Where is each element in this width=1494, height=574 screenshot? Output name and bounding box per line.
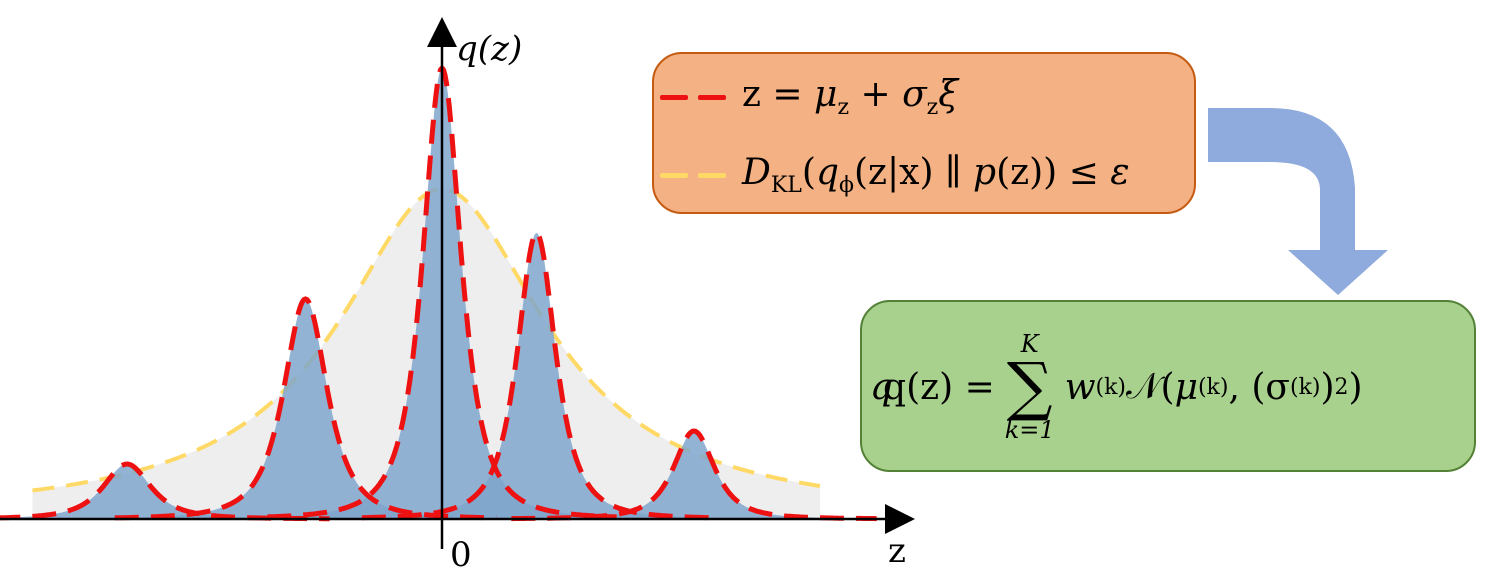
- legend-row-kl: DKL(qϕ(z|x) ∥ p(z)) ≤ ε: [660, 140, 1130, 210]
- reparam-equation: z = μz + σzξ: [742, 73, 959, 121]
- component-curve-5: [511, 428, 877, 522]
- yellow-dash-legend-icon: [660, 172, 726, 178]
- origin-label: 0: [450, 535, 472, 574]
- red-dash-legend-icon: [660, 94, 726, 100]
- component-fill-5: [511, 431, 877, 519]
- component-fill-4: [361, 233, 712, 519]
- kl-constraint-equation: DKL(qϕ(z|x) ∥ p(z)) ≤ ε: [742, 151, 1130, 199]
- mixture-equation-box: [860, 300, 1476, 472]
- component-curve-4: [361, 229, 712, 521]
- x-axis-label: z: [888, 531, 906, 571]
- component-fill-2: [114, 299, 497, 519]
- reparam-constraint-box: [652, 52, 1196, 214]
- component-curve-2: [114, 296, 497, 521]
- summation-symbol: K ∑ k=1: [1004, 330, 1055, 444]
- flow-arrow: [1208, 108, 1388, 295]
- mixture-equation: q q(z) = K ∑ k=1 w (k) 𝒩(μ (k), (σ (k)) 2): [870, 330, 1363, 444]
- y-axis-label: q(z): [456, 29, 522, 69]
- legend-row-reparam: z = μz + σzξ: [660, 62, 958, 132]
